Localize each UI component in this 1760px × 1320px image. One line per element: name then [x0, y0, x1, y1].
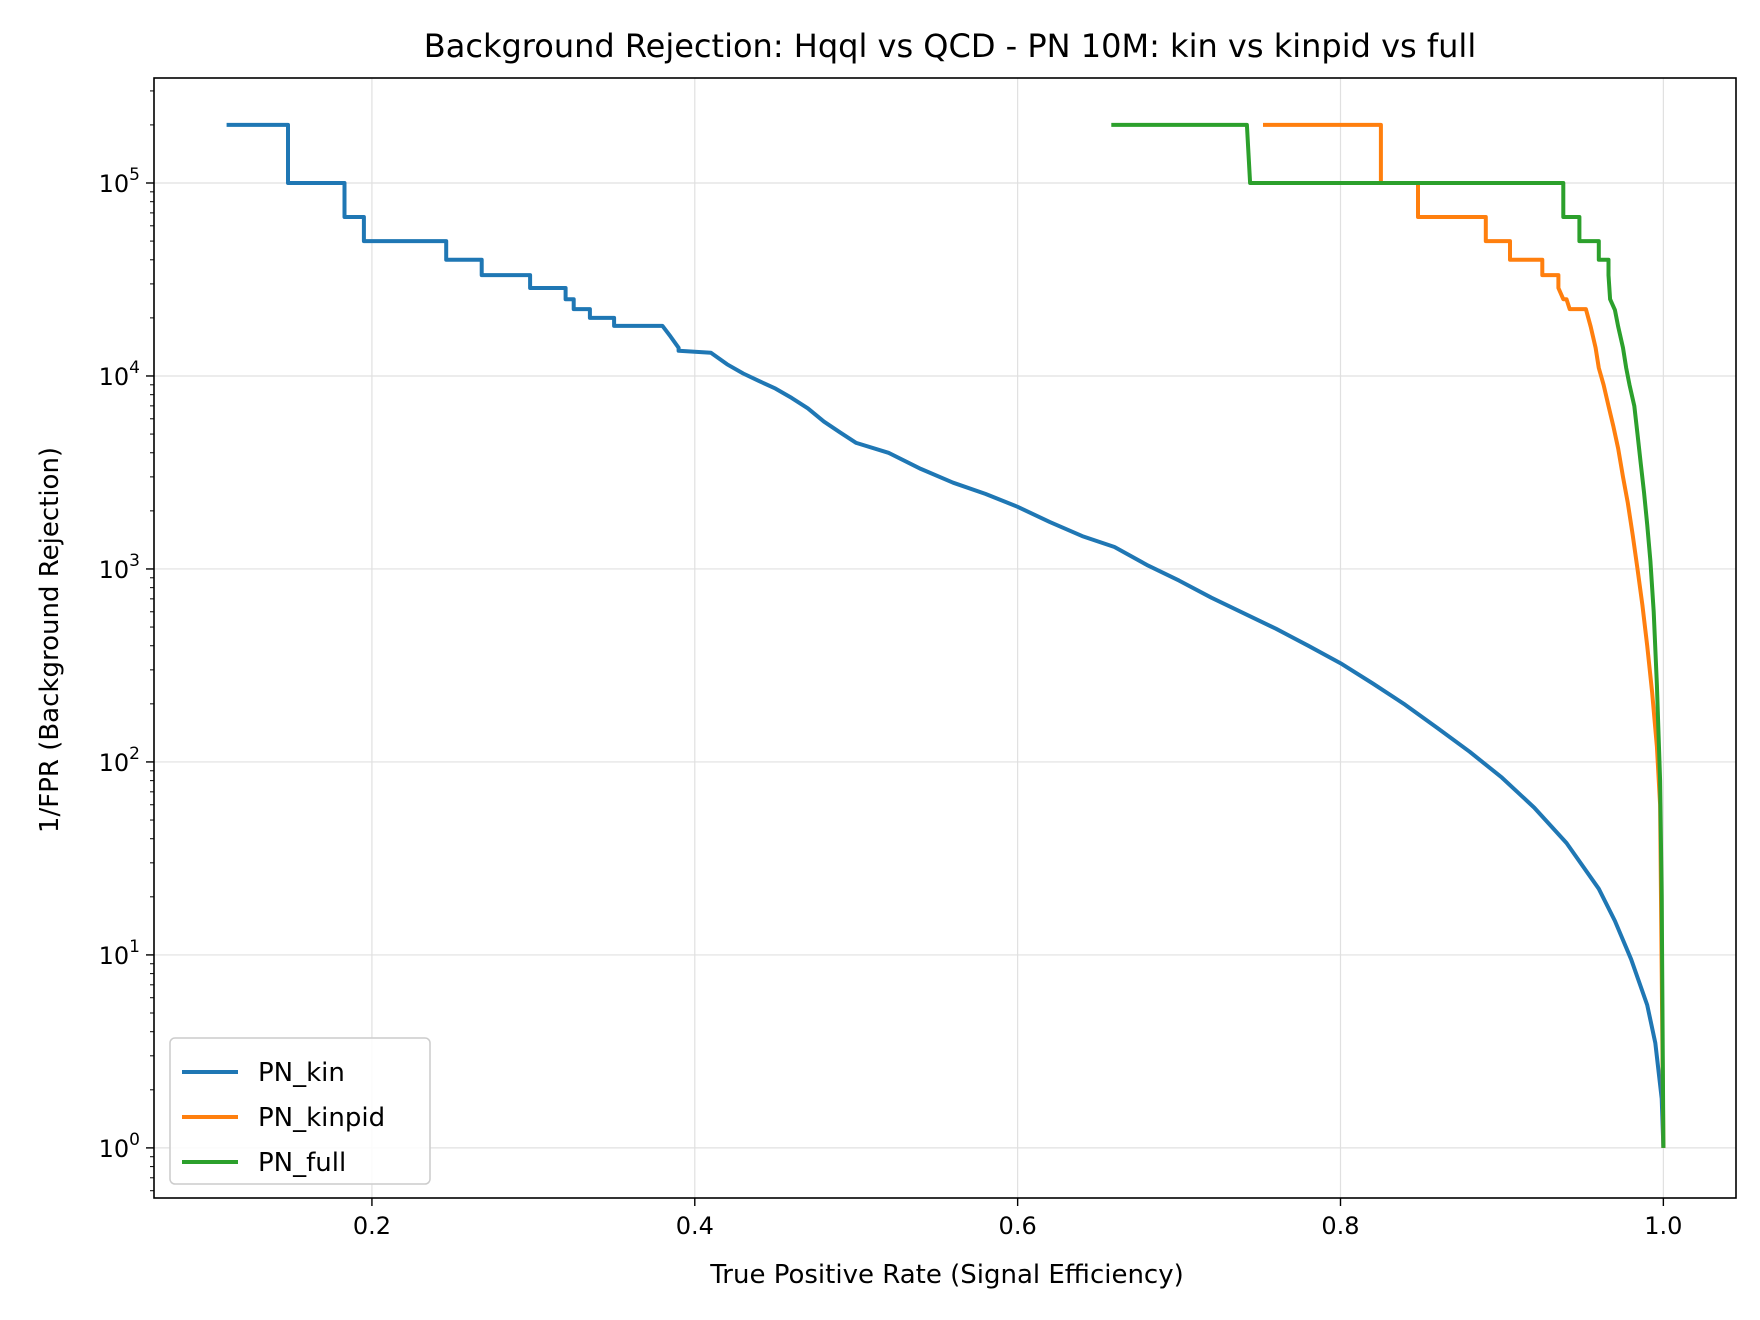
series-lines — [226, 122, 1666, 1148]
x-tick-label: 0.4 — [676, 1212, 714, 1240]
x-axis-label: True Positive Rate (Signal Efficiency) — [709, 1260, 1184, 1290]
y-tick-label: 104 — [99, 358, 140, 391]
legend: PN_kin PN_kinpid PN_full — [169, 1037, 431, 1185]
legend-label: PN_kinpid — [258, 1103, 385, 1133]
plot-area — [153, 77, 1737, 1199]
x-tick-label: 0.2 — [353, 1212, 391, 1240]
legend-label: PN_full — [258, 1148, 346, 1178]
legend-box — [169, 1037, 431, 1185]
y-tick-label: 100 — [99, 1130, 140, 1163]
legend-label: PN_kin — [258, 1058, 345, 1088]
y-axis-label: 1/FPR (Background Rejection) — [35, 447, 65, 833]
axis-ticks: 0.2 0.4 0.6 0.8 1.0 100 101 102 103 104 105 — [99, 90, 1682, 1240]
y-tick-label: 105 — [99, 165, 140, 198]
series-line-PN_full — [1111, 122, 1666, 1148]
x-tick-label: 0.8 — [1321, 1212, 1359, 1240]
series-line-PN_kinpid — [1263, 122, 1666, 1148]
y-tick-label: 101 — [99, 937, 140, 970]
y-tick-label: 103 — [99, 551, 140, 584]
x-tick-label: 1.0 — [1644, 1212, 1682, 1240]
x-tick-label: 0.6 — [999, 1212, 1037, 1240]
y-tick-label: 102 — [99, 744, 140, 777]
chart-title: Background Rejection: Hqql vs QCD - PN 1… — [424, 27, 1476, 65]
series-line-PN_kin — [226, 122, 1666, 1148]
